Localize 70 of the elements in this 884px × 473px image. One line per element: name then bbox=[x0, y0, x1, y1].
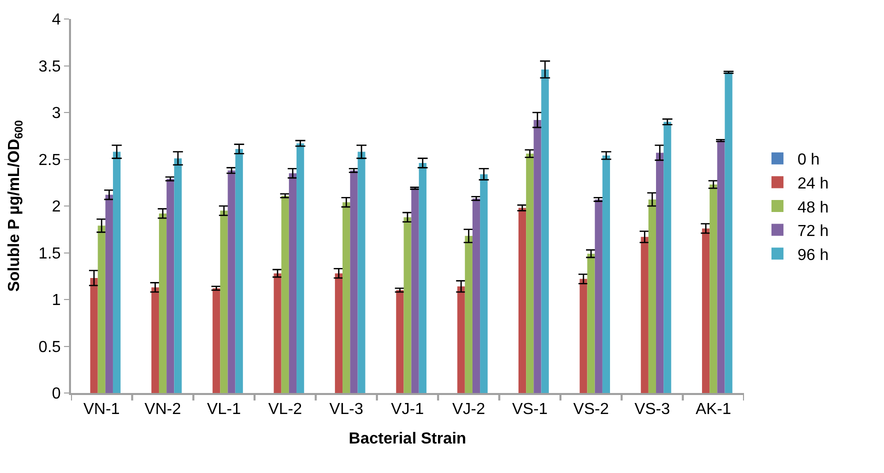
x-tick-label: VL-2 bbox=[268, 401, 302, 418]
x-axis-title: Bacterial Strain bbox=[348, 430, 466, 448]
x-tick-label: VS-1 bbox=[512, 401, 548, 418]
bar bbox=[281, 196, 289, 393]
bar bbox=[98, 226, 106, 393]
bar bbox=[350, 170, 358, 393]
bar bbox=[480, 174, 488, 393]
bar bbox=[151, 287, 159, 393]
legend-label: 0 h bbox=[797, 152, 820, 169]
bar bbox=[166, 178, 174, 393]
bar bbox=[541, 69, 549, 393]
bar bbox=[526, 154, 534, 393]
bar bbox=[288, 173, 297, 393]
bar bbox=[235, 148, 243, 393]
y-tick-label: 2.5 bbox=[38, 152, 61, 169]
y-tick-label: 1.5 bbox=[38, 245, 61, 262]
bar bbox=[174, 158, 182, 393]
bar bbox=[228, 170, 236, 393]
bar bbox=[296, 143, 304, 393]
bar bbox=[580, 278, 588, 393]
legend-label: 24 h bbox=[797, 175, 829, 192]
x-tick-label: VS-2 bbox=[573, 401, 609, 418]
bar bbox=[220, 210, 228, 393]
bar bbox=[656, 152, 664, 393]
x-tick-label: VN-1 bbox=[83, 401, 120, 418]
bar bbox=[404, 217, 412, 393]
y-tick-label: 4 bbox=[52, 12, 61, 29]
x-tick-label: VS-3 bbox=[634, 401, 670, 418]
bar bbox=[472, 198, 480, 393]
bar bbox=[648, 199, 656, 393]
bar bbox=[396, 290, 404, 393]
x-tick-label: VN-2 bbox=[144, 401, 182, 418]
bar bbox=[274, 273, 282, 393]
bar bbox=[602, 156, 610, 393]
y-tick-label: 1 bbox=[52, 292, 61, 310]
bar bbox=[724, 72, 732, 393]
x-tick-label: AK-1 bbox=[696, 401, 732, 418]
bar bbox=[587, 254, 595, 393]
bar bbox=[105, 194, 113, 393]
legend-label: 48 h bbox=[797, 199, 829, 216]
bar bbox=[90, 278, 98, 393]
bar bbox=[358, 152, 366, 393]
bar bbox=[664, 122, 672, 393]
y-tick-label: 2 bbox=[52, 198, 61, 216]
y-tick-label: 3.5 bbox=[38, 58, 61, 76]
bar bbox=[418, 162, 426, 393]
bar bbox=[702, 228, 710, 393]
y-tick-label: 3 bbox=[52, 105, 61, 122]
x-tick-label: VL-1 bbox=[207, 401, 241, 418]
bar bbox=[112, 152, 121, 393]
y-tick-label: 0.5 bbox=[38, 338, 61, 356]
bar bbox=[158, 213, 167, 393]
y-tick-label: 0 bbox=[52, 386, 61, 403]
x-tick-label: VL-3 bbox=[329, 401, 364, 418]
bar bbox=[342, 202, 350, 393]
x-tick-label: VJ-1 bbox=[391, 401, 424, 418]
bar bbox=[534, 120, 542, 393]
bar bbox=[212, 288, 220, 393]
bar bbox=[594, 199, 602, 393]
x-tick-label: VJ-2 bbox=[452, 401, 486, 418]
legend-label: 72 h bbox=[797, 223, 829, 240]
bar bbox=[717, 140, 725, 393]
bar bbox=[464, 236, 472, 393]
bar bbox=[457, 286, 465, 393]
bar bbox=[411, 188, 419, 393]
legend-label: 96 h bbox=[797, 246, 829, 264]
bar bbox=[640, 236, 648, 393]
bar bbox=[518, 208, 526, 393]
bar bbox=[710, 184, 718, 393]
bar bbox=[334, 273, 343, 393]
